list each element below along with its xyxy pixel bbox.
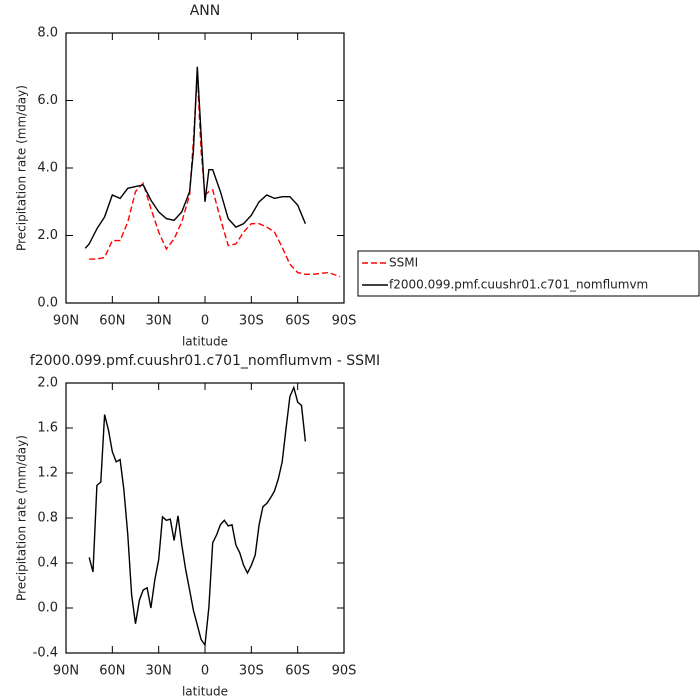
x-tick-label: 60S	[285, 664, 310, 679]
y-tick-label: 6.0	[37, 93, 58, 108]
y-tick-label: -0.4	[33, 646, 58, 661]
x-tick-label: 0	[201, 664, 209, 679]
plot-frame	[65, 32, 345, 304]
y-tick-label: 1.6	[37, 421, 58, 436]
data-line	[84, 66, 307, 249]
x-tick-label: 60S	[285, 314, 310, 329]
x-tick-label: 30S	[239, 314, 264, 329]
data-line	[89, 73, 341, 278]
chart-title: f2000.099.pmf.cuushr01.c701_nomflumvm - …	[30, 353, 380, 369]
legend-label: f2000.099.pmf.cuushr01.c701_nomflumvm	[389, 278, 648, 292]
x-tick-label: 30N	[146, 664, 172, 679]
x-tick-label: 30S	[239, 664, 264, 679]
x-axis-label: latitude	[182, 335, 228, 349]
x-tick-label: 60N	[99, 664, 125, 679]
y-tick-label: 0.0	[37, 601, 58, 616]
y-tick-label: 1.2	[37, 466, 58, 481]
x-tick-label: 60N	[99, 314, 125, 329]
legend-box	[357, 250, 700, 297]
y-axis-label: Precipitation rate (mm/day)	[15, 85, 29, 251]
chart-title: ANN	[190, 3, 221, 19]
y-axis-label: Precipitation rate (mm/day)	[15, 435, 29, 601]
data-line	[88, 385, 307, 648]
y-tick-label: 0.4	[37, 556, 58, 571]
legend-label: SSMI	[389, 256, 418, 270]
x-tick-label: 30N	[146, 314, 172, 329]
x-axis-label: latitude	[182, 685, 228, 699]
x-tick-label: 90N	[53, 314, 79, 329]
plot-frame	[65, 382, 345, 654]
y-tick-label: 2.0	[37, 376, 58, 391]
x-tick-label: 0	[201, 314, 209, 329]
x-tick-label: 90S	[332, 664, 357, 679]
x-tick-label: 90S	[332, 314, 357, 329]
y-tick-label: 8.0	[37, 26, 58, 41]
x-tick-label: 90N	[53, 664, 79, 679]
y-tick-label: 4.0	[37, 161, 58, 176]
y-tick-label: 2.0	[37, 228, 58, 243]
y-tick-label: 0.8	[37, 511, 58, 526]
y-tick-label: 0.0	[37, 296, 58, 311]
